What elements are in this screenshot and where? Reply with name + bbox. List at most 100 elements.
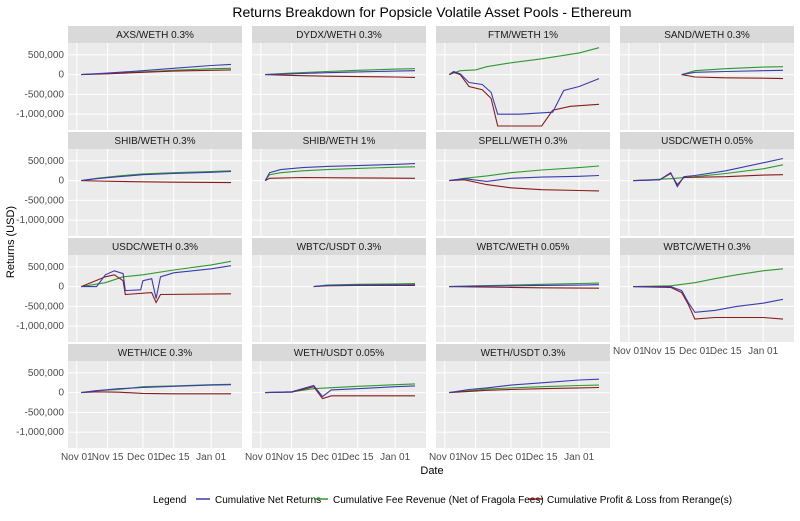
facet-strip-label: WETH/ICE 0.3% — [118, 348, 193, 359]
facet-strip — [436, 26, 610, 43]
legend-label: Cumulative Fee Revenue (Net of Fragola F… — [333, 495, 544, 506]
x-axis-title: Date — [420, 465, 443, 477]
facet-plot-area — [436, 43, 610, 130]
facet-strip-label: SPELL/WETH 0.3% — [479, 136, 568, 147]
facet-strip — [252, 132, 426, 149]
y-tick-label: -500,000 — [25, 195, 65, 206]
series-line-fee — [633, 164, 784, 182]
x-tick-label: Dec 01 — [127, 452, 159, 463]
series-line-pnl — [681, 74, 784, 80]
series-line-net — [265, 384, 416, 398]
facet-panel: SHIB/WETH 0.3% 500,000 0 -500,000 -1,000,000 — [16, 132, 242, 236]
x-tick-label: Dec 15 — [158, 452, 190, 463]
facet-panel: USDC/WETH 0.3% 500,000 0 -500,000 -1,000,000 — [16, 238, 242, 342]
facet-plot-area — [436, 255, 610, 342]
legend-entry: Cumulative Profit & Loss from Rerange(s) — [528, 495, 732, 506]
series-line-pnl — [449, 179, 600, 192]
series-line-net — [313, 284, 416, 288]
y-tick-label: -1,000,000 — [16, 321, 64, 332]
facet-plot-area — [252, 43, 426, 130]
y-tick-label: -1,000,000 — [16, 427, 64, 438]
facet-panel: WETH/ICE 0.3% 500,000 0 -500,000 -1,000,000 N… — [16, 344, 242, 463]
series-line-net — [449, 284, 600, 288]
facet-plot-area — [620, 255, 794, 342]
y-tick-label: -1,000,000 — [16, 109, 64, 120]
facet-plot-area — [436, 149, 610, 236]
facet-panel: USDC/WETH 0.05% — [620, 132, 794, 236]
facet-strip-label: WBTC/WETH 0.05% — [477, 242, 570, 253]
legend-title: Legend — [153, 495, 186, 506]
x-tick-label: Dec 01 — [679, 346, 711, 357]
series-line-fee — [681, 66, 784, 76]
legend-label: Cumulative Net Returns — [215, 495, 321, 506]
series-line-net — [633, 157, 784, 188]
x-tick-label: Nov 15 — [92, 452, 124, 463]
x-tick-label: Jan 01 — [748, 346, 778, 357]
y-tick-label: 0 — [58, 388, 64, 399]
facet-strip — [620, 238, 794, 255]
facet-strip — [68, 238, 242, 255]
facet-strip-label: WBTC/WETH 0.3% — [663, 242, 750, 253]
x-tick-label: Dec 15 — [710, 346, 742, 357]
legend: Legend Cumulative Net Returns Cumulative … — [153, 495, 732, 506]
y-tick-label: -500,000 — [25, 301, 65, 312]
facet-strip — [620, 26, 794, 43]
facet-panel: AXS/WETH 0.3% 500,000 0 -500,000 -1,000,000 — [16, 26, 242, 130]
series-line-net — [448, 70, 600, 115]
facet-panel: FTM/WETH 1% — [436, 26, 610, 130]
facet-panels: AXS/WETH 0.3% 500,000 0 -500,000 -1,000,000 D… — [16, 26, 794, 463]
series-line-fee — [265, 68, 416, 76]
facet-plot-area — [68, 255, 242, 342]
facet-strip-label: WETH/USDT 0.3% — [481, 348, 566, 359]
x-tick-label: Nov 01 — [245, 452, 277, 463]
x-tick-label: Jan 01 — [564, 452, 594, 463]
series-line-pnl — [81, 69, 232, 76]
legend-label: Cumulative Profit & Loss from Rerange(s) — [547, 495, 732, 506]
x-tick-label: Jan 01 — [196, 452, 226, 463]
facet-panel: SAND/WETH 0.3% — [620, 26, 794, 130]
facet-strip — [252, 344, 426, 361]
facet-strip-label: USDC/WETH 0.05% — [661, 136, 753, 147]
x-tick-label: Nov 01 — [61, 452, 93, 463]
facet-strip — [436, 238, 610, 255]
series-line-pnl — [448, 71, 600, 127]
x-tick-label: Nov 01 — [613, 346, 645, 357]
series-line-net — [265, 70, 416, 76]
facet-strip-label: FTM/WETH 1% — [488, 30, 558, 41]
facet-plot-area — [436, 361, 610, 448]
x-tick-label: Dec 15 — [342, 452, 374, 463]
y-tick-label: 0 — [58, 70, 64, 81]
x-tick-label: Dec 01 — [495, 452, 527, 463]
facet-panel: WETH/USDT 0.3% Nov 01 Nov 15 Dec 01 Dec 15 Ja… — [429, 344, 610, 463]
chart-title: Returns Breakdown for Popsicle Volatile … — [232, 4, 631, 20]
series-line-pnl — [264, 176, 416, 182]
series-line-fee — [449, 384, 600, 394]
y-tick-label: 500,000 — [28, 50, 65, 61]
facet-strip-label: WBTC/USDT 0.3% — [297, 242, 382, 253]
x-tick-label: Nov 15 — [644, 346, 676, 357]
x-tick-label: Nov 15 — [460, 452, 492, 463]
facet-strip — [436, 132, 610, 149]
series-line-fee — [449, 47, 600, 76]
x-tick-label: Dec 15 — [526, 452, 558, 463]
y-tick-label: 500,000 — [28, 368, 65, 379]
facet-strip — [68, 344, 242, 361]
series-line-pnl — [81, 391, 231, 395]
series-line-net — [81, 170, 232, 182]
facet-strip-label: DYDX/WETH 0.3% — [296, 30, 382, 41]
series-line-fee — [81, 260, 232, 288]
series-line-net — [449, 378, 600, 394]
facet-strip — [436, 344, 610, 361]
facet-strip — [252, 26, 426, 43]
facet-panel: WBTC/WETH 0.3% Nov 01 Nov 15 Dec 01 Dec 15 Ja… — [613, 238, 794, 357]
x-tick-label: Nov 01 — [429, 452, 461, 463]
facet-panel: SHIB/WETH 1% — [252, 132, 426, 236]
legend-entry: Cumulative Fee Revenue (Net of Fragola F… — [314, 495, 544, 506]
y-axis-title: Returns (USD) — [5, 206, 17, 278]
facet-strip-label: SAND/WETH 0.3% — [664, 30, 750, 41]
series-line-fee — [264, 166, 416, 181]
facet-plot-area — [252, 149, 426, 236]
facet-strip — [252, 238, 426, 255]
series-line-pnl — [265, 74, 416, 78]
facet-strip — [620, 132, 794, 149]
